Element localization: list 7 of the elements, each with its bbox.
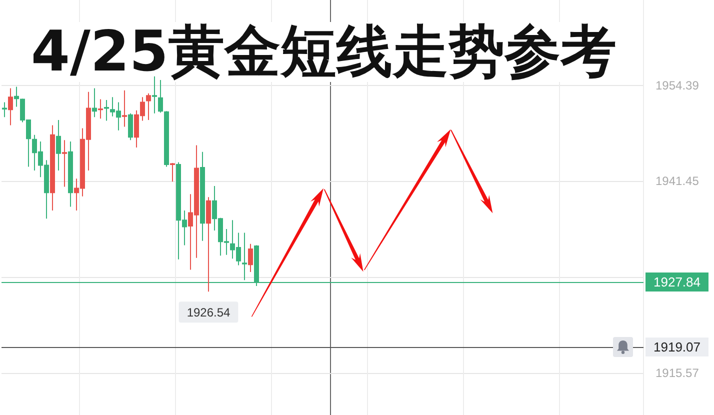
y-tick-label: 1954.39 [656,78,700,92]
ref-line-label: 1927.84 [654,274,700,290]
chart-title: 4/25黄金短线走势参考 [31,20,616,84]
annotation: 1926.54 [186,306,231,320]
y-tick-label: 1915.57 [656,366,700,380]
y-tick-label: 1941.45 [656,174,700,188]
ref-line-label: 1919.07 [654,340,700,355]
